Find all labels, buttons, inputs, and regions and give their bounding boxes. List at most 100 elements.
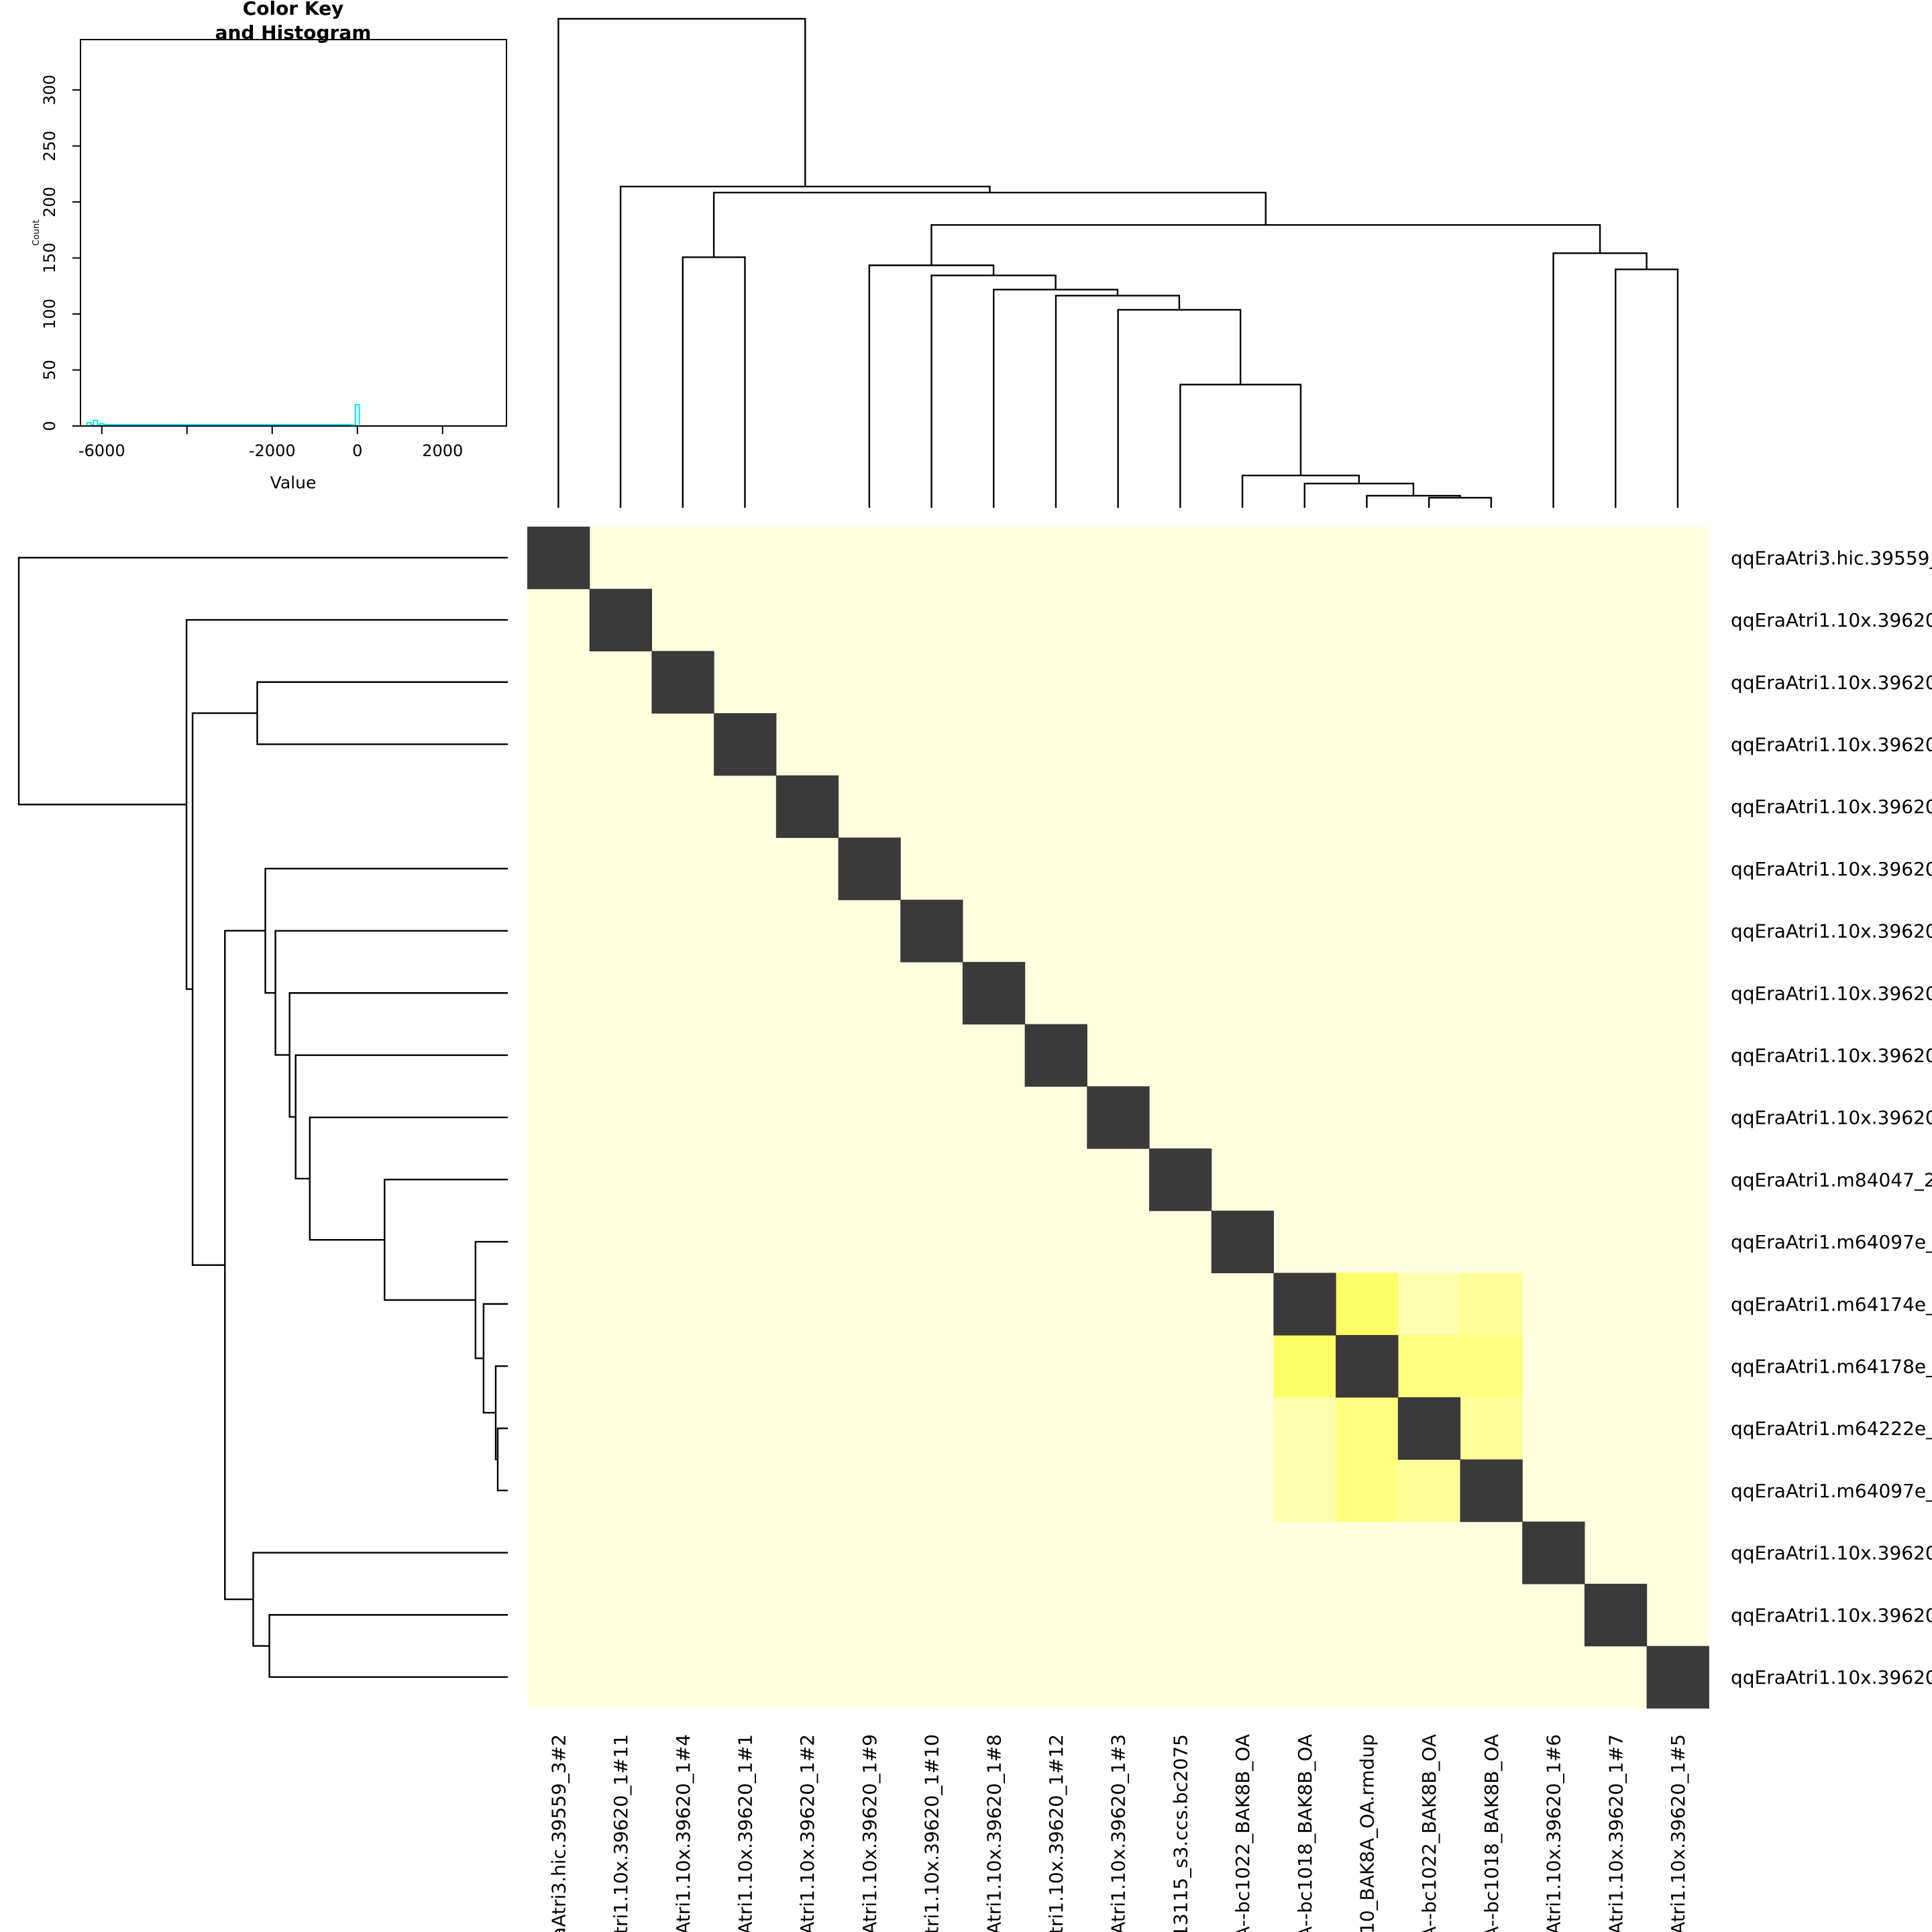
column-dendrogram-branch [1366,494,1461,508]
row-label: qqEraAtri1.10x.39620_ [1731,1542,1932,1564]
row-label: qqEraAtri1.10x.39620_ [1731,733,1932,755]
heatmap-diagonal-cell [775,775,839,839]
column-label: aAtri1.10x.39620_1#3 [1108,1734,1130,1932]
column-label: A--bc1022_BAK8B_OA [1418,1734,1440,1932]
column-label: Atri1.10x.39620_1#6 [1543,1734,1565,1932]
heatmap-diagonal-cell [1024,1024,1087,1087]
heatmap-cell [1336,1397,1399,1460]
heatmap-diagonal-cell [1646,1646,1709,1709]
column-label: aAtri1.10x.39620_1#1 [734,1734,756,1932]
key-x-tick-label: 0 [352,441,362,460]
heatmap-diagonal-cell [651,651,714,714]
column-label: aAtri3.hic.39559_3#2 [547,1734,570,1932]
key-y-label: Count [32,220,42,246]
heatmap-cell [1460,1335,1523,1398]
row-dendrogram-branch [474,1240,508,1360]
column-dendrogram-branch [557,17,806,508]
column-dendrogram-branch [1241,474,1360,508]
heatmap-cell [1397,1273,1461,1336]
column-label: A--bc1018_BAK8B_OA [1481,1734,1503,1932]
row-label: qqEraAtri1.10x.39620_ [1731,1044,1932,1067]
column-label: Atri1.10x.39620_1#10 [921,1734,943,1932]
column-label: aAtri1.10x.39620_1#4 [672,1734,694,1932]
heatmap-diagonal-cell [714,713,777,776]
heatmap-cell [1397,1459,1461,1522]
row-label: qqEraAtri1.10x.39620_ [1731,609,1932,631]
heatmap-cells [527,527,1709,1709]
row-dendrogram-branch [384,1179,508,1301]
heatmap-cell [1336,1273,1399,1336]
column-label: aAtri1.10x.39620_1#8 [983,1734,1005,1932]
heatmap-diagonal-cell [1460,1459,1523,1522]
column-dendrogram [557,17,1679,508]
key-histogram-path [86,404,360,426]
column-label: aAtri1.10x.39620_1#2 [796,1734,818,1932]
column-label: aAtri1.10x.39620_1#5 [1667,1734,1689,1932]
row-label: qqEraAtri1.m64222e_ [1731,1417,1932,1440]
column-label: Atri1.10x.39620_1#12 [1045,1734,1067,1932]
row-dendrogram-branch [256,681,508,745]
heatmap-diagonal-cell [1336,1335,1399,1398]
column-label: 010_BAK8A_OA.rmdup [1356,1734,1378,1932]
row-dendrogram-branch [17,557,508,806]
heatmap-cell [1273,1335,1336,1398]
heatmap-cell [1460,1273,1523,1336]
row-label: qqEraAtri1.m64097e_ [1731,1231,1932,1253]
row-label: qqEraAtri3.hic.39559_ [1731,547,1932,569]
key-x-ticks: -6000 -2000 0 2000 [78,426,463,460]
heatmap-diagonal-cell [1211,1210,1274,1273]
column-label: 13115_s3.ccs.bc2075 [1169,1734,1191,1932]
key-y-ticks: 0 50 100 150 200 250 300 [40,74,80,431]
heatmap-diagonal-cell [1273,1273,1336,1336]
key-y-tick-label: 0 [40,421,59,431]
heatmap-cell [1397,1335,1461,1398]
heatmap-diagonal-cell [1584,1583,1648,1647]
row-label: qqEraAtri1.10x.39620_ [1731,982,1932,1004]
column-dendrogram-branch [619,185,991,508]
column-dendrogram-branch [1179,384,1302,508]
key-x-tick-label: 2000 [422,441,463,460]
row-dendrogram [17,557,508,1678]
key-title-line-2: and Histogram [215,21,372,44]
row-label: qqEraAtri1.10x.39620_ [1731,920,1932,943]
column-labels: aAtri3.hic.39559_3#2 Atri1.10x.39620_1#11… [547,1734,1689,1932]
key-x-label: Value [270,473,317,492]
key-y-tick-label: 200 [40,186,59,217]
key-y-tick-label: 50 [40,360,59,380]
heatmap-cell [1273,1397,1336,1460]
key-title-line-1: Color Key [243,0,344,19]
column-label: aAtri1.10x.39620_1#7 [1605,1734,1627,1932]
column-label: A--bc1022_BAK8B_OA [1232,1734,1254,1932]
row-label: qqEraAtri1.10x.39620_ [1731,796,1932,818]
key-y-tick-label: 300 [40,74,59,105]
heatmap-diagonal-cell [838,837,901,900]
color-key-histogram: Color Key and Histogram Value Count -600… [32,0,507,492]
key-y-tick-label: 150 [40,243,59,274]
heatmap-diagonal-cell [1149,1148,1212,1212]
heatmap-diagonal-cell [1522,1521,1585,1585]
row-label: qqEraAtri1.10x.39620_ [1731,1107,1932,1129]
heatmap-diagonal-cell [900,900,963,963]
heatmap-cell [1273,1459,1336,1522]
row-dendrogram-branch [185,619,508,990]
row-dendrogram-branch [494,1365,508,1460]
heatmap-diagonal-cell [1397,1397,1461,1460]
column-label: A--bc1018_BAK8B_OA [1294,1734,1316,1932]
heatmap-diagonal-cell [962,961,1026,1025]
key-y-tick-label: 250 [40,131,59,162]
key-histogram-line [86,404,360,426]
heatmap-diagonal-cell [589,588,652,651]
key-x-tick-label: -6000 [78,441,125,460]
row-label: qqEraAtri1.m64097e_ [1731,1480,1932,1502]
key-frame [80,39,507,427]
heatmap-cell [1336,1459,1399,1522]
row-label: qqEraAtri1.10x.39620_ [1731,1604,1932,1626]
column-dendrogram-branch [682,256,746,508]
row-label: qqEraAtri1.m64178e_ [1731,1355,1932,1377]
column-label: aAtri1.10x.39620_1#9 [859,1734,881,1932]
heatmap-cell [1460,1397,1523,1460]
row-label: qqEraAtri1.10x.39620_ [1731,1666,1932,1688]
row-labels: qqEraAtri3.hic.39559_ qqEraAtri1.10x.3962… [1731,547,1932,1688]
row-label: qqEraAtri1.m84047_24 [1731,1169,1932,1191]
